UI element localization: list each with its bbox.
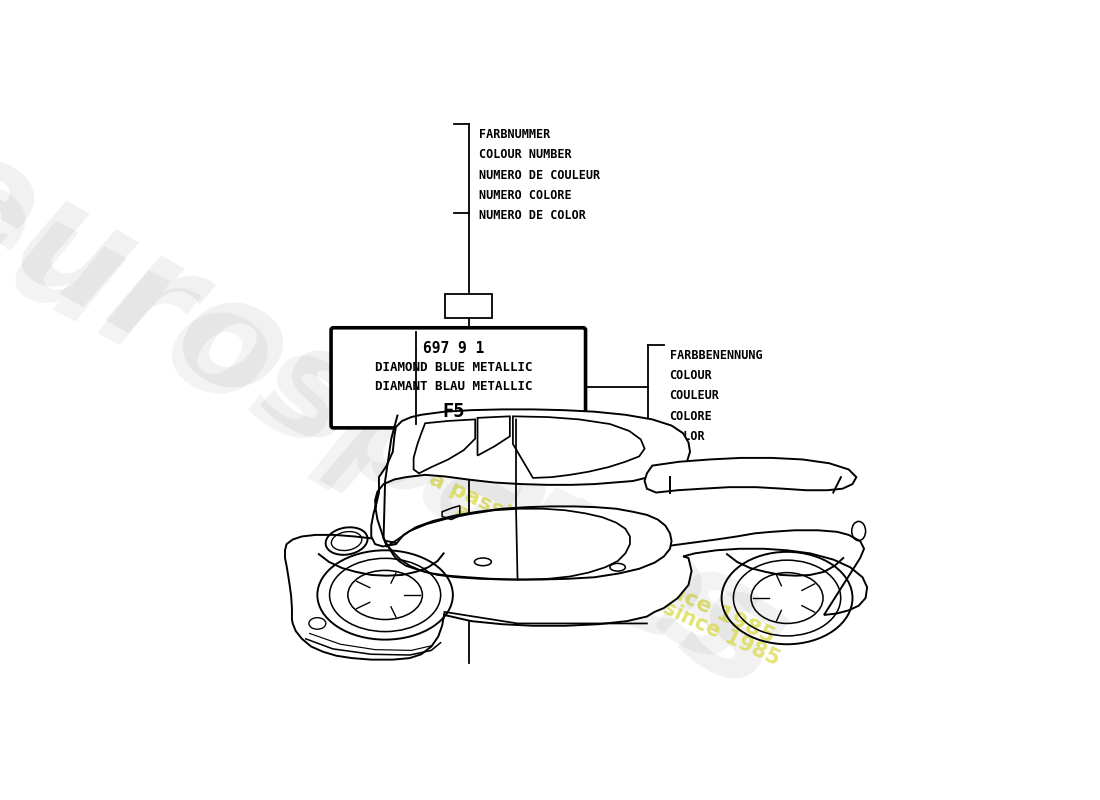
Text: 697 9 1: 697 9 1: [424, 341, 484, 356]
Text: NUMERO DE COLOR: NUMERO DE COLOR: [480, 210, 586, 222]
Polygon shape: [645, 458, 856, 493]
Text: NUMERO DE COULEUR: NUMERO DE COULEUR: [480, 169, 601, 182]
Text: FARBBENENNUNG: FARBBENENNUNG: [670, 349, 762, 362]
Text: COULEUR: COULEUR: [670, 390, 719, 402]
Text: COLOUR: COLOUR: [670, 369, 713, 382]
Text: DIAMOND BLUE METALLIC: DIAMOND BLUE METALLIC: [375, 361, 532, 374]
Text: a passion for parts since 1985: a passion for parts since 1985: [452, 501, 783, 669]
Text: eurospares: eurospares: [0, 114, 812, 726]
Text: F5: F5: [442, 402, 465, 422]
Polygon shape: [285, 530, 867, 660]
Text: eurospares: eurospares: [0, 141, 781, 698]
Polygon shape: [372, 410, 690, 579]
Text: DIAMANT BLAU METALLIC: DIAMANT BLAU METALLIC: [375, 380, 532, 393]
Text: COLOUR NUMBER: COLOUR NUMBER: [480, 148, 572, 162]
Text: a passion for parts since 1985: a passion for parts since 1985: [427, 469, 778, 647]
Text: NUMERO COLORE: NUMERO COLORE: [480, 189, 572, 202]
Text: FARBNUMMER: FARBNUMMER: [480, 128, 550, 141]
Text: COLOR: COLOR: [670, 430, 705, 443]
Text: COLORE: COLORE: [670, 410, 713, 422]
Bar: [446, 294, 492, 318]
FancyBboxPatch shape: [331, 328, 585, 428]
